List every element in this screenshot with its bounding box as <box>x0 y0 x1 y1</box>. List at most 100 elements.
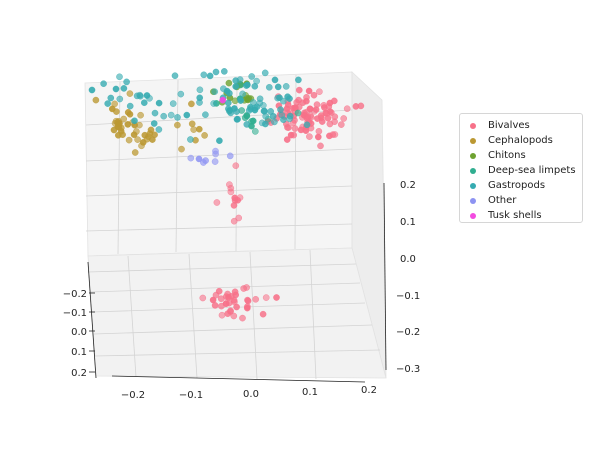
grid-line <box>94 349 381 357</box>
point-bivalves <box>235 214 242 222</box>
legend-item-cephalopods: Cephalopods <box>470 133 582 148</box>
grid-line <box>85 223 353 232</box>
grid-line <box>91 302 366 313</box>
point-cephalopods <box>92 96 100 104</box>
point-gastropods <box>220 68 228 75</box>
point-gastropods <box>104 100 111 107</box>
point-bivalves <box>326 120 334 128</box>
point-bivalves <box>318 118 326 125</box>
point-bivalves <box>227 307 234 315</box>
point-gastropods <box>116 95 124 103</box>
point-gastropods <box>274 83 282 91</box>
point-deep-sea-limpets <box>251 128 259 135</box>
point-cephalopods <box>195 125 203 133</box>
point-cephalopods <box>146 130 154 137</box>
point-bivalves <box>290 131 298 139</box>
point-gastropods <box>220 85 227 92</box>
point-bivalves <box>305 87 313 95</box>
point-cephalopods <box>109 105 116 113</box>
point-bivalves <box>310 91 318 99</box>
point-gastropods <box>196 86 204 94</box>
point-gastropods <box>151 109 159 117</box>
point-gastropods <box>232 77 239 84</box>
legend-label-tusk-shells: Tusk shells <box>488 210 542 221</box>
y-tick-label: 0.0 <box>71 327 87 338</box>
point-gastropods <box>277 106 284 113</box>
z-tick-label: −0.1 <box>396 291 420 302</box>
point-bivalves <box>317 142 324 150</box>
point-cephalopods <box>133 128 140 135</box>
point-gastropods <box>224 99 232 107</box>
point-gastropods <box>174 114 181 121</box>
point-bivalves <box>331 113 339 120</box>
point-gastropods <box>226 90 233 97</box>
point-bivalves <box>295 86 303 94</box>
point-bivalves <box>213 199 221 206</box>
grid-line <box>127 255 137 378</box>
point-gastropods <box>200 71 208 79</box>
legend-marker-deep-sea-limpets <box>470 167 476 174</box>
point-other <box>212 150 219 158</box>
point-gastropods <box>116 73 123 81</box>
legend-item-bivalves: Bivalves <box>470 118 582 133</box>
data-points <box>88 68 365 322</box>
grid-line <box>93 324 373 335</box>
point-gastropods <box>256 95 264 103</box>
point-gastropods <box>237 97 244 104</box>
point-bivalves <box>230 217 238 225</box>
grid-line <box>87 263 357 273</box>
point-gastropods <box>239 90 246 98</box>
grid-line <box>175 79 179 253</box>
point-cephalopods <box>137 111 144 119</box>
point-gastropods <box>196 94 203 102</box>
point-bivalves <box>324 114 332 122</box>
point-cephalopods <box>125 136 133 144</box>
point-bivalves <box>343 105 351 112</box>
point-bivalves <box>273 294 280 301</box>
point-bivalves <box>233 303 240 311</box>
point-bivalves <box>230 296 238 304</box>
z-tick-label: 0.0 <box>400 254 416 265</box>
point-gastropods <box>282 83 290 90</box>
point-gastropods <box>150 120 158 127</box>
point-bivalves <box>252 295 259 303</box>
point-bivalves <box>357 102 365 110</box>
grid-line <box>309 249 317 380</box>
point-bivalves <box>299 114 306 121</box>
point-bivalves <box>259 310 267 318</box>
point-bivalves <box>224 290 231 298</box>
point-bivalves <box>314 133 322 141</box>
y-tick-label: −0.1 <box>63 308 87 319</box>
legend-marker-cephalopods <box>470 137 476 144</box>
point-cephalopods <box>143 135 151 143</box>
legend-item-deep-sea-limpets: Deep-sea limpets <box>470 163 582 178</box>
point-gastropods <box>211 88 218 95</box>
grid-line <box>249 251 258 380</box>
y-tick-label: 0.1 <box>71 347 87 358</box>
point-cephalopods <box>115 131 122 139</box>
point-bivalves <box>311 108 318 115</box>
point-cephalopods <box>138 142 145 150</box>
point-cephalopods <box>178 145 185 153</box>
point-gastropods <box>100 80 107 87</box>
point-bivalves <box>230 312 238 320</box>
legend-label-cephalopods: Cephalopods <box>488 135 553 146</box>
point-gastropods <box>286 95 293 102</box>
legend-marker-tusk-shells <box>470 212 476 219</box>
z-axis-line <box>383 182 387 371</box>
point-gastropods <box>303 121 311 129</box>
point-gastropods <box>267 108 275 115</box>
point-gastropods <box>155 99 163 107</box>
point-bivalves <box>244 303 251 310</box>
point-bivalves <box>283 136 291 143</box>
point-bivalves <box>243 284 250 291</box>
point-tusk-shells <box>219 96 226 104</box>
point-cephalopods <box>124 109 132 116</box>
point-gastropods <box>146 95 153 102</box>
point-gastropods <box>262 120 269 128</box>
point-gastropods <box>112 85 120 93</box>
y-axis-line <box>87 261 97 379</box>
grid-line <box>117 81 121 255</box>
point-gastropods <box>183 111 191 119</box>
point-gastropods <box>286 112 294 120</box>
